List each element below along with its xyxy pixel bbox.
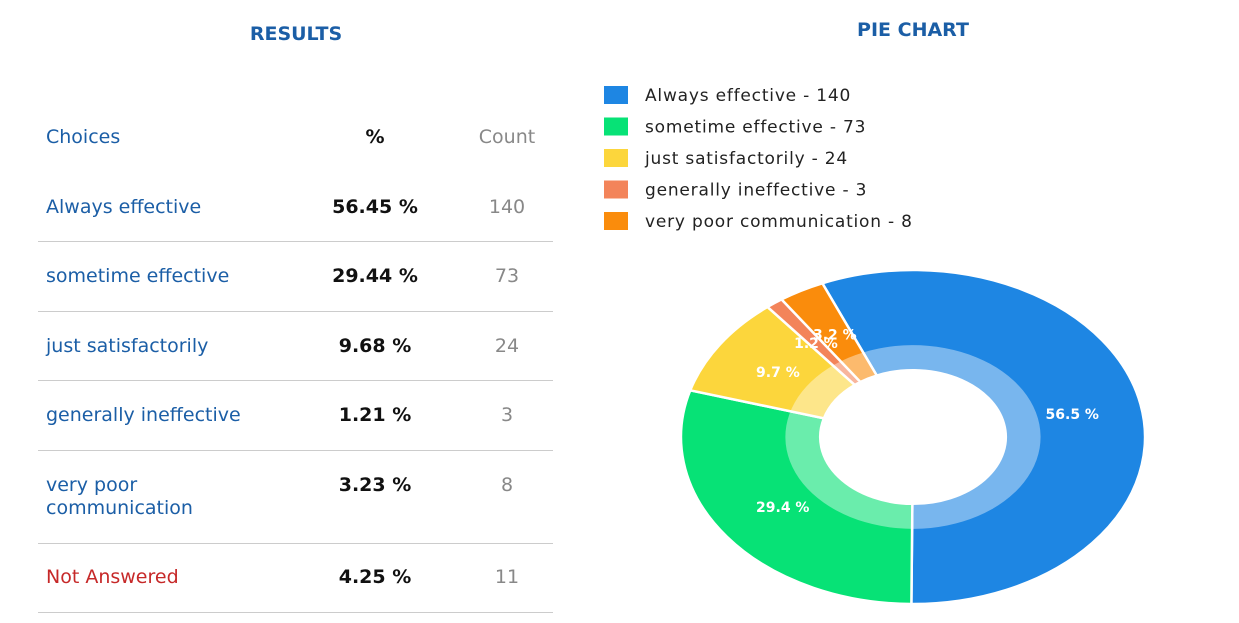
choice-label: just satisfactorily <box>46 335 209 357</box>
percent-value: 4.25 % <box>338 566 412 588</box>
percent-value: 56.45 % <box>332 196 418 218</box>
pie-slice <box>779 281 879 384</box>
count-value: 8 <box>500 474 514 496</box>
slice-label: 29.4 % <box>756 500 809 516</box>
header-percent: % <box>365 126 385 148</box>
row-separator <box>38 380 553 381</box>
legend-label: just satisfactorily - 24 <box>644 149 848 169</box>
percent-value: 29.44 % <box>332 265 418 287</box>
row-separator <box>38 311 553 312</box>
choice-label: Not Answered <box>46 566 179 588</box>
percent-value: 3.23 % <box>338 474 412 496</box>
legend-label: Always effective - 140 <box>645 86 851 106</box>
pie-slice <box>820 268 1147 606</box>
legend-swatch <box>604 117 628 136</box>
count-value: 140 <box>488 196 526 218</box>
count-value: 73 <box>494 265 520 287</box>
choice-label: very poor communication <box>46 474 193 519</box>
results-title: RESULTS <box>249 23 343 45</box>
count-value: 3 <box>500 404 514 426</box>
legend-label: generally ineffective - 3 <box>645 181 867 201</box>
choice-label: sometime effective <box>46 265 230 287</box>
count-value: 11 <box>494 566 520 588</box>
row-separator <box>38 543 553 544</box>
legend-swatch <box>604 86 628 104</box>
slice-label: 3.2 % <box>813 328 857 344</box>
pie-slice <box>679 388 914 606</box>
percent-value: 1.21 % <box>338 404 412 426</box>
percent-value: 9.68 % <box>338 335 412 357</box>
slice-label: 56.5 % <box>1046 407 1099 423</box>
inner-ring-highlight <box>785 345 1041 529</box>
choice-label: generally ineffective <box>46 404 241 426</box>
legend-label: sometime effective - 73 <box>645 118 866 138</box>
legend-swatch <box>604 180 628 199</box>
row-separator <box>38 612 553 613</box>
header-choices: Choices <box>46 126 121 148</box>
chart-title: PIE CHART <box>857 19 969 41</box>
header-count: Count <box>478 126 536 148</box>
slice-label: 9.7 % <box>756 365 800 381</box>
row-separator <box>38 450 553 451</box>
slice-label: 1.2 % <box>794 336 838 352</box>
legend-swatch <box>604 149 628 167</box>
legend-swatch <box>604 212 628 230</box>
count-value: 24 <box>494 335 520 357</box>
choice-label: Always effective <box>46 196 202 218</box>
row-separator <box>38 241 553 242</box>
legend-label: very poor communication - 8 <box>645 212 913 232</box>
